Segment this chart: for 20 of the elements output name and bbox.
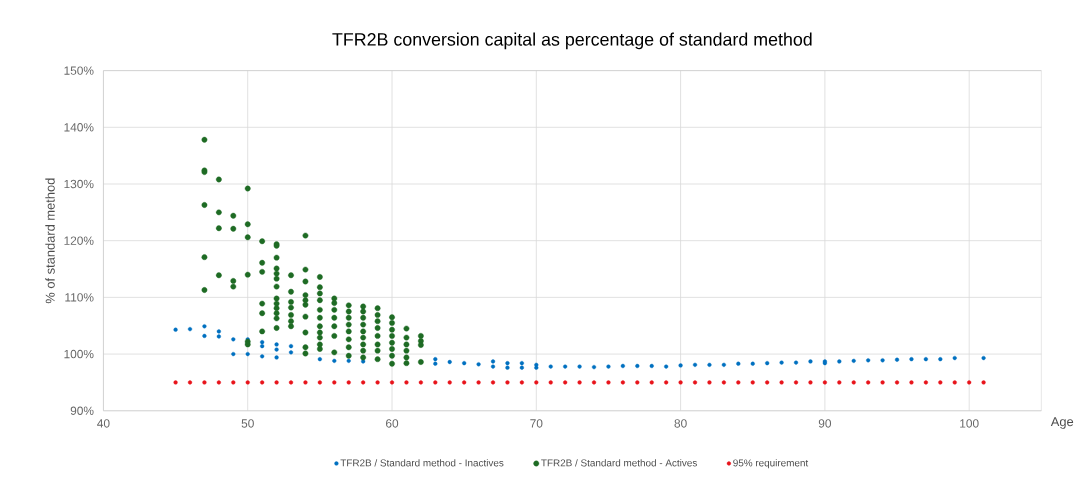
x-tick-label: 60 <box>386 419 399 428</box>
x-tick-label: 80 <box>674 419 687 428</box>
chart-title: TFR2B conversion capital as percentage of standard method <box>332 32 812 50</box>
y-tick-label: 90% <box>70 406 94 415</box>
legend-label: TFR2B / Standard method - Actives <box>541 458 697 467</box>
y-tick-label: 100% <box>64 349 94 359</box>
legend-label: TFR2B / Standard method - Inactives <box>340 458 504 467</box>
x-tick-label: 70 <box>530 419 543 428</box>
y-tick-label: 140% <box>64 122 94 132</box>
y-axis-title: % of standard method <box>45 178 55 304</box>
y-tick-label: 150% <box>64 66 94 75</box>
legend-label: 95% requirement <box>733 458 809 469</box>
x-tick-label: 50 <box>241 419 254 428</box>
y-tick-label: 120% <box>64 236 94 245</box>
x-axis-title: Age <box>1050 417 1074 429</box>
x-tick-label: 40 <box>97 419 110 428</box>
y-tick-label: 130% <box>64 179 94 189</box>
y-tick-label: 110% <box>65 293 94 302</box>
x-tick-label: 90 <box>818 419 832 428</box>
x-tick-label: 100 <box>960 419 979 428</box>
